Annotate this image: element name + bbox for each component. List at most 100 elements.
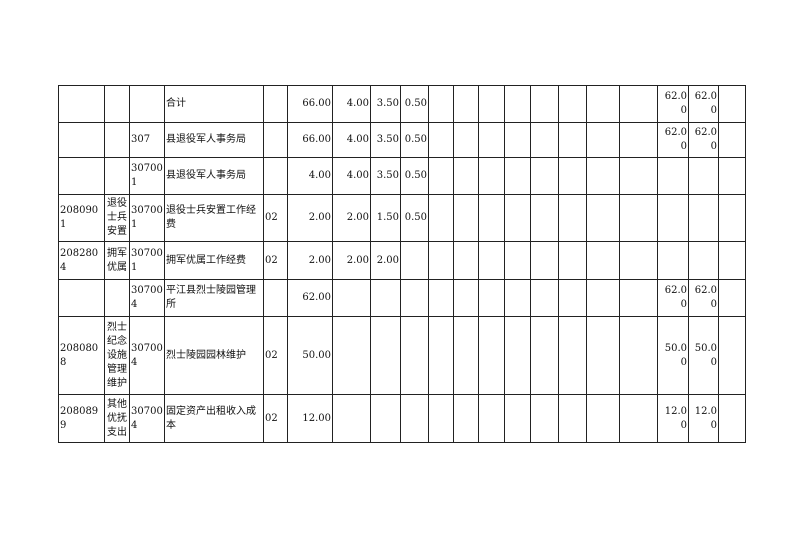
table-row: 2080808 烈士纪念设施管理维护 307004 烈士陵园园林维护 02 50.00 50… — [58, 316, 746, 395]
table-cell: 02 — [263, 394, 288, 443]
table-cell — [586, 194, 620, 242]
table-cell — [558, 241, 587, 280]
table-cell: 50.00 — [688, 316, 719, 395]
table-cell — [453, 85, 479, 123]
table-cell — [688, 194, 719, 242]
table-cell: 拥军优属工作经费 — [164, 241, 264, 280]
table-cell: 县退役军人事务局 — [164, 157, 264, 195]
table-cell — [478, 316, 505, 395]
table-row: 307001 县退役军人事务局 4.00 4.00 3.50 0.50 — [58, 157, 746, 195]
table-cell: 02 — [263, 316, 288, 395]
table-cell — [104, 85, 130, 123]
table-cell: 0.50 — [400, 122, 429, 158]
table-cell — [478, 157, 505, 195]
table-cell — [619, 316, 658, 395]
table-cell: 12.00 — [657, 394, 689, 443]
table-cell — [558, 157, 587, 195]
table-cell — [370, 316, 401, 395]
table-cell — [58, 279, 105, 317]
table-cell: 拥军优属 — [104, 241, 130, 280]
table-cell: 307004 — [129, 279, 165, 317]
table-cell — [263, 122, 288, 158]
table-cell: 66.00 — [287, 85, 333, 123]
table-cell — [478, 85, 505, 123]
table-cell: 307001 — [129, 194, 165, 242]
table-cell: 307004 — [129, 394, 165, 443]
table-cell — [263, 85, 288, 123]
table-cell: 退役士兵安置 — [104, 194, 130, 242]
table-cell: 3.50 — [370, 157, 401, 195]
table-cell: 4.00 — [332, 157, 371, 195]
table-cell — [688, 157, 719, 195]
table-cell: 4.00 — [332, 122, 371, 158]
table-cell: 307001 — [129, 157, 165, 195]
table-row: 307 县退役军人事务局 66.00 4.00 3.50 0.50 62.00 62.00 — [58, 122, 746, 158]
table-cell — [718, 279, 746, 317]
table-cell — [619, 394, 658, 443]
table-cell — [619, 241, 658, 280]
table-cell: 307 — [129, 122, 165, 158]
table-cell — [400, 279, 429, 317]
table-cell — [428, 394, 454, 443]
table-cell — [478, 194, 505, 242]
table-cell — [478, 122, 505, 158]
table-cell: 62.00 — [688, 85, 719, 123]
table-cell: 其他优抚支出 — [104, 394, 130, 443]
table-cell — [453, 122, 479, 158]
table-cell: 0.50 — [400, 85, 429, 123]
table-cell — [619, 85, 658, 123]
table-cell — [428, 85, 454, 123]
table-cell — [478, 394, 505, 443]
table-cell: 62.00 — [287, 279, 333, 317]
table-cell — [718, 241, 746, 280]
table-cell: 固定资产出租收入成本 — [164, 394, 264, 443]
table-cell — [657, 241, 689, 280]
table-row: 2082804 拥军优属 307001 拥军优属工作经费 02 2.00 2.00 2.00 — [58, 241, 746, 280]
table-cell — [657, 157, 689, 195]
table-cell — [400, 394, 429, 443]
table-cell: 平江县烈士陵园管理所 — [164, 279, 264, 317]
table-row: 307004 平江县烈士陵园管理所 62.00 62.00 62.00 — [58, 279, 746, 317]
table-cell: 3.50 — [370, 85, 401, 123]
table-cell: 62.00 — [657, 85, 689, 123]
table-cell — [504, 241, 531, 280]
table-cell: 12.00 — [688, 394, 719, 443]
table-cell — [558, 316, 587, 395]
table-cell: 4.00 — [332, 85, 371, 123]
table-cell — [453, 194, 479, 242]
table-cell — [58, 122, 105, 158]
table-cell — [718, 194, 746, 242]
table-cell — [586, 157, 620, 195]
table-cell: 02 — [263, 241, 288, 280]
table-cell — [370, 394, 401, 443]
table-cell: 烈士纪念设施管理维护 — [104, 316, 130, 395]
table-cell — [504, 157, 531, 195]
table-cell — [718, 394, 746, 443]
table-cell: 2.00 — [287, 241, 333, 280]
table-cell — [558, 194, 587, 242]
table-cell — [453, 157, 479, 195]
table-cell — [104, 122, 130, 158]
table-cell: 县退役军人事务局 — [164, 122, 264, 158]
table-cell — [504, 85, 531, 123]
table-row: 合计 66.00 4.00 3.50 0.50 62.00 62.00 — [58, 85, 746, 123]
table-cell — [558, 279, 587, 317]
table-cell — [530, 279, 559, 317]
table-cell — [558, 394, 587, 443]
budget-table: 合计 66.00 4.00 3.50 0.50 62.00 62.00 307 县退役军人事务局… — [58, 85, 746, 443]
table-cell — [504, 122, 531, 158]
table-cell — [530, 122, 559, 158]
table-cell — [688, 241, 719, 280]
table-cell: 2.00 — [370, 241, 401, 280]
table-cell: 烈士陵园园林维护 — [164, 316, 264, 395]
table-cell — [530, 194, 559, 242]
table-cell — [428, 241, 454, 280]
table-cell — [718, 122, 746, 158]
table-cell: 2082804 — [58, 241, 105, 280]
table-cell — [586, 85, 620, 123]
table-cell: 12.00 — [287, 394, 333, 443]
table-cell: 2.00 — [332, 194, 371, 242]
table-cell: 0.50 — [400, 194, 429, 242]
table-cell — [104, 157, 130, 195]
